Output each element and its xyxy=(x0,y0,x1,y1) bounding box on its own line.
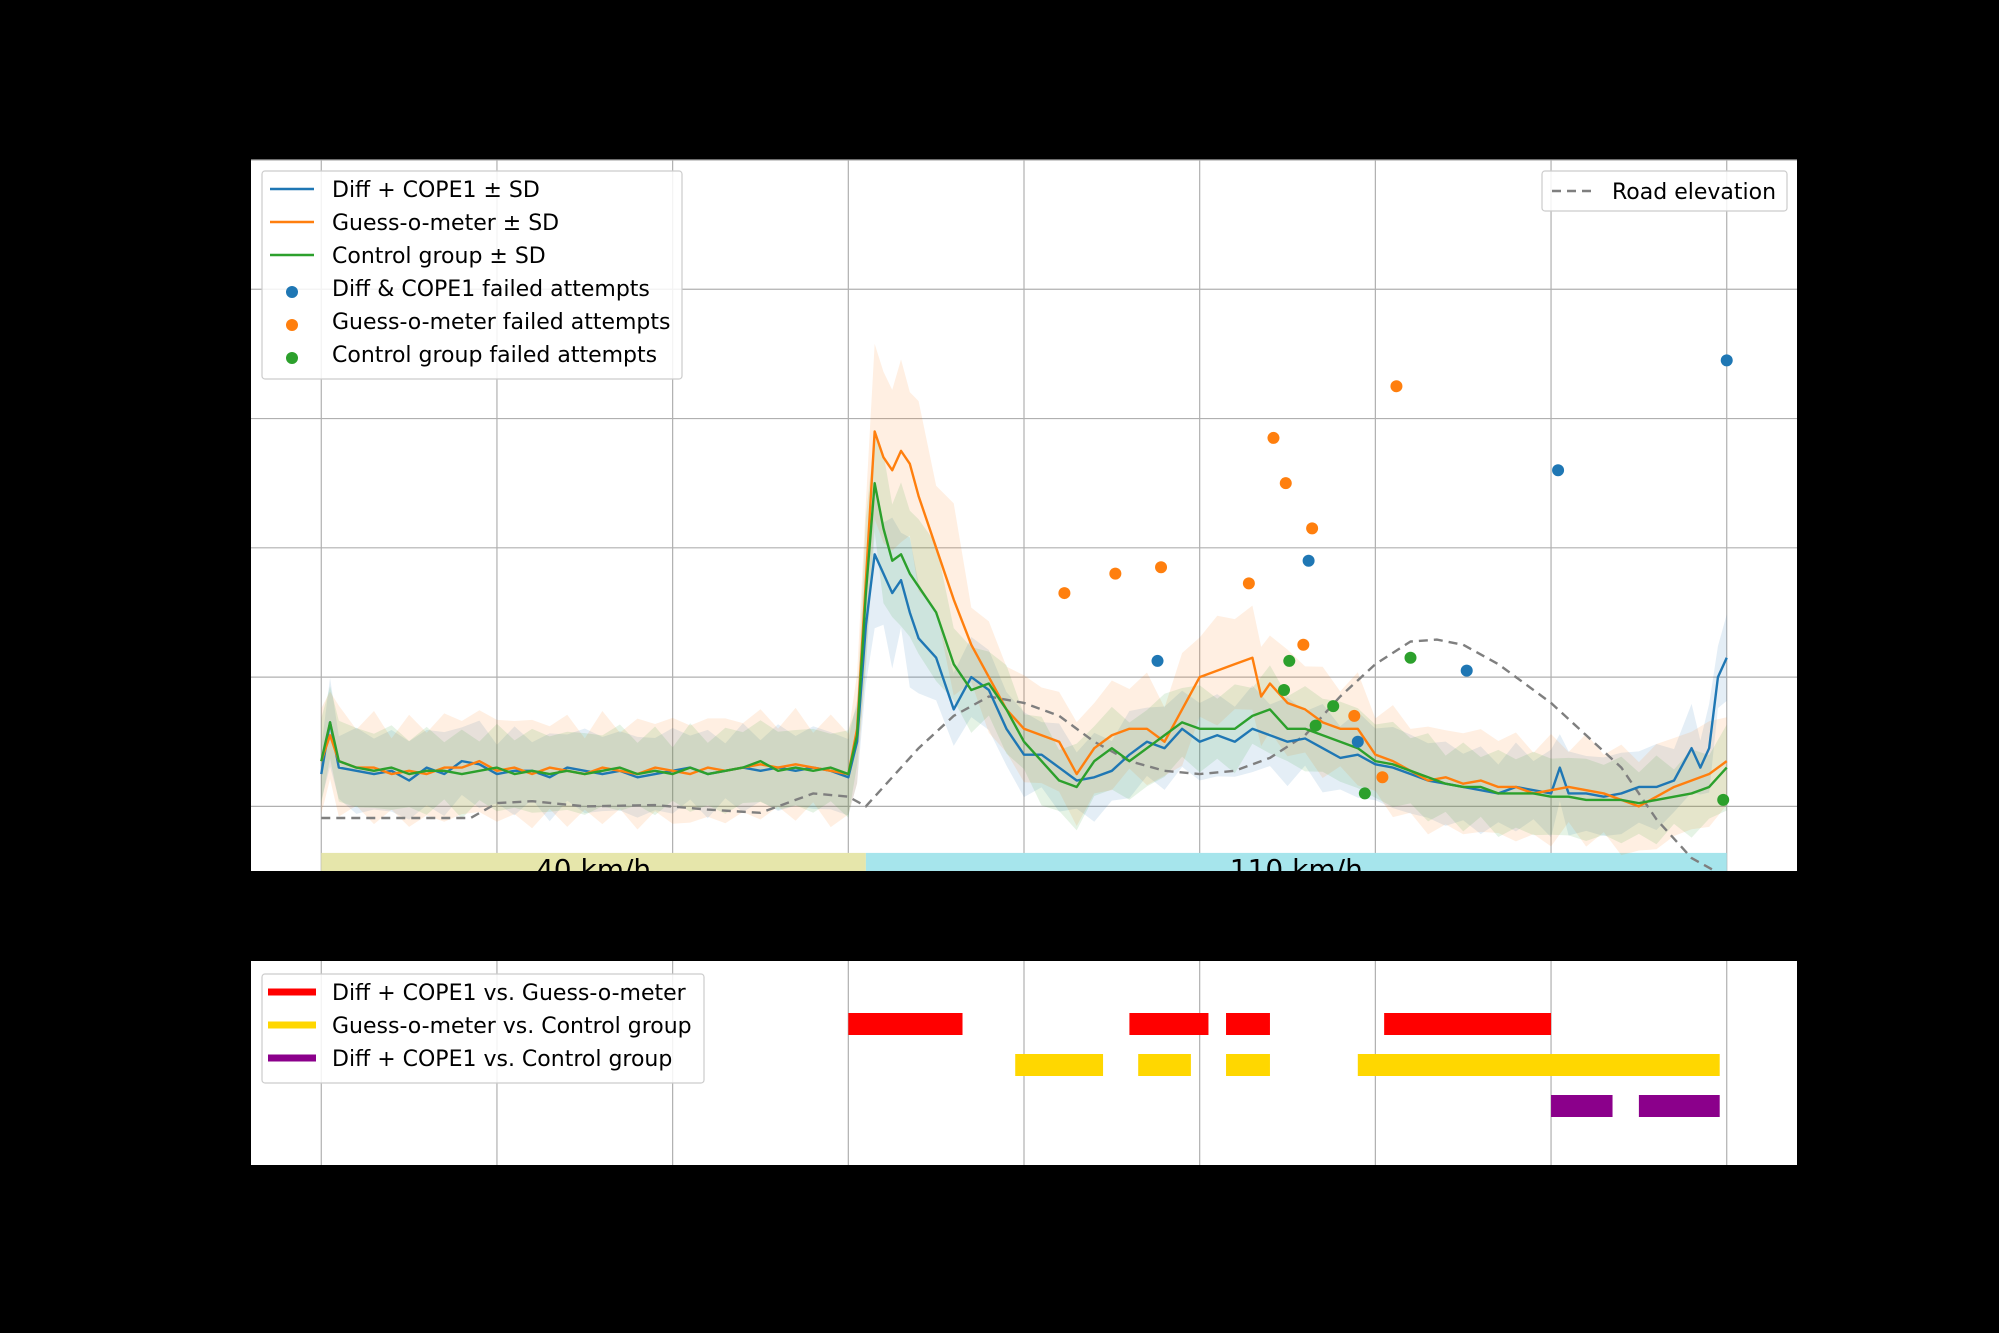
significance-bar xyxy=(1138,1054,1191,1076)
failed-attempt-point xyxy=(1390,380,1403,393)
legend-label: Diff + COPE1 ± SD xyxy=(332,178,540,203)
road-elevation-line xyxy=(321,638,1718,871)
legend-box xyxy=(261,973,705,1084)
series-line xyxy=(320,481,1728,805)
legend-label: Road elevation xyxy=(1612,180,1776,205)
significance-bar xyxy=(1551,1095,1613,1117)
significance-bar xyxy=(1226,1054,1270,1076)
legend-label: Control group failed attempts xyxy=(332,343,657,368)
failed-attempt-point xyxy=(1720,354,1733,367)
legend-label: Guess-o-meter failed attempts xyxy=(332,310,670,335)
legend-label: Diff & COPE1 failed attempts xyxy=(332,277,650,302)
failed-attempt-point xyxy=(1717,793,1730,806)
significance-bar xyxy=(1384,1013,1552,1035)
failed-attempt-point xyxy=(1302,554,1315,567)
failed-attempt-point xyxy=(1278,684,1291,697)
legend-marker xyxy=(286,319,298,331)
failed-attempt-point xyxy=(1306,522,1319,535)
speed-band-label: 110 km/h xyxy=(1230,853,1363,886)
legend-label: Guess-o-meter ± SD xyxy=(332,211,559,236)
legend-box-right xyxy=(1541,170,1788,212)
failed-attempt-point xyxy=(1351,735,1364,748)
plot-content xyxy=(320,343,1733,871)
failed-attempt-point xyxy=(1283,654,1296,667)
failed-attempt-point xyxy=(1348,709,1361,722)
failed-attempt-point xyxy=(1552,464,1565,477)
failed-attempt-point xyxy=(1267,431,1280,444)
main-chart: 40 km/h 110 km/h Diff + COPE1 ± SD Guess-o-… xyxy=(251,159,1797,886)
legend-marker xyxy=(286,286,298,298)
failed-attempt-point xyxy=(1460,664,1473,677)
legend-label: Guess-o-meter vs. Control group xyxy=(332,1014,692,1039)
failed-attempt-point xyxy=(1242,577,1255,590)
speed-band xyxy=(865,852,1727,871)
significance-bar xyxy=(1015,1054,1104,1076)
speed-band xyxy=(321,852,866,871)
series-line xyxy=(320,430,1728,808)
sd-band xyxy=(321,434,1727,845)
legend-label: Control group ± SD xyxy=(332,244,546,269)
significance-chart: Diff + COPE1 vs. Guess-o-meter Guess-o-me… xyxy=(251,961,1797,1165)
legend-marker xyxy=(286,352,298,364)
speed-band-label: 40 km/h xyxy=(536,853,651,886)
sd-band xyxy=(321,343,1727,856)
failed-attempt-point xyxy=(1109,567,1122,580)
failed-attempt-point xyxy=(1358,787,1371,800)
failed-attempt-point xyxy=(1155,561,1168,574)
significance-bar xyxy=(848,1013,963,1035)
failed-attempt-point xyxy=(1404,651,1417,664)
failed-attempt-point xyxy=(1309,719,1322,732)
legend-label: Diff + COPE1 vs. Control group xyxy=(332,1047,672,1072)
significance-bar xyxy=(1129,1013,1209,1035)
failed-attempt-point xyxy=(1151,654,1164,667)
failed-attempt-point xyxy=(1376,771,1389,784)
failed-attempt-point xyxy=(1297,638,1310,651)
significance-bar xyxy=(1226,1013,1270,1035)
failed-attempt-point xyxy=(1327,700,1340,713)
significance-bar xyxy=(1638,1095,1720,1117)
legend-box xyxy=(261,170,683,380)
failed-attempt-point xyxy=(1058,587,1071,600)
sd-band xyxy=(321,480,1727,838)
failed-attempt-point xyxy=(1279,477,1292,490)
legend-label: Diff + COPE1 vs. Guess-o-meter xyxy=(332,981,687,1006)
significance-bar xyxy=(1357,1054,1720,1076)
